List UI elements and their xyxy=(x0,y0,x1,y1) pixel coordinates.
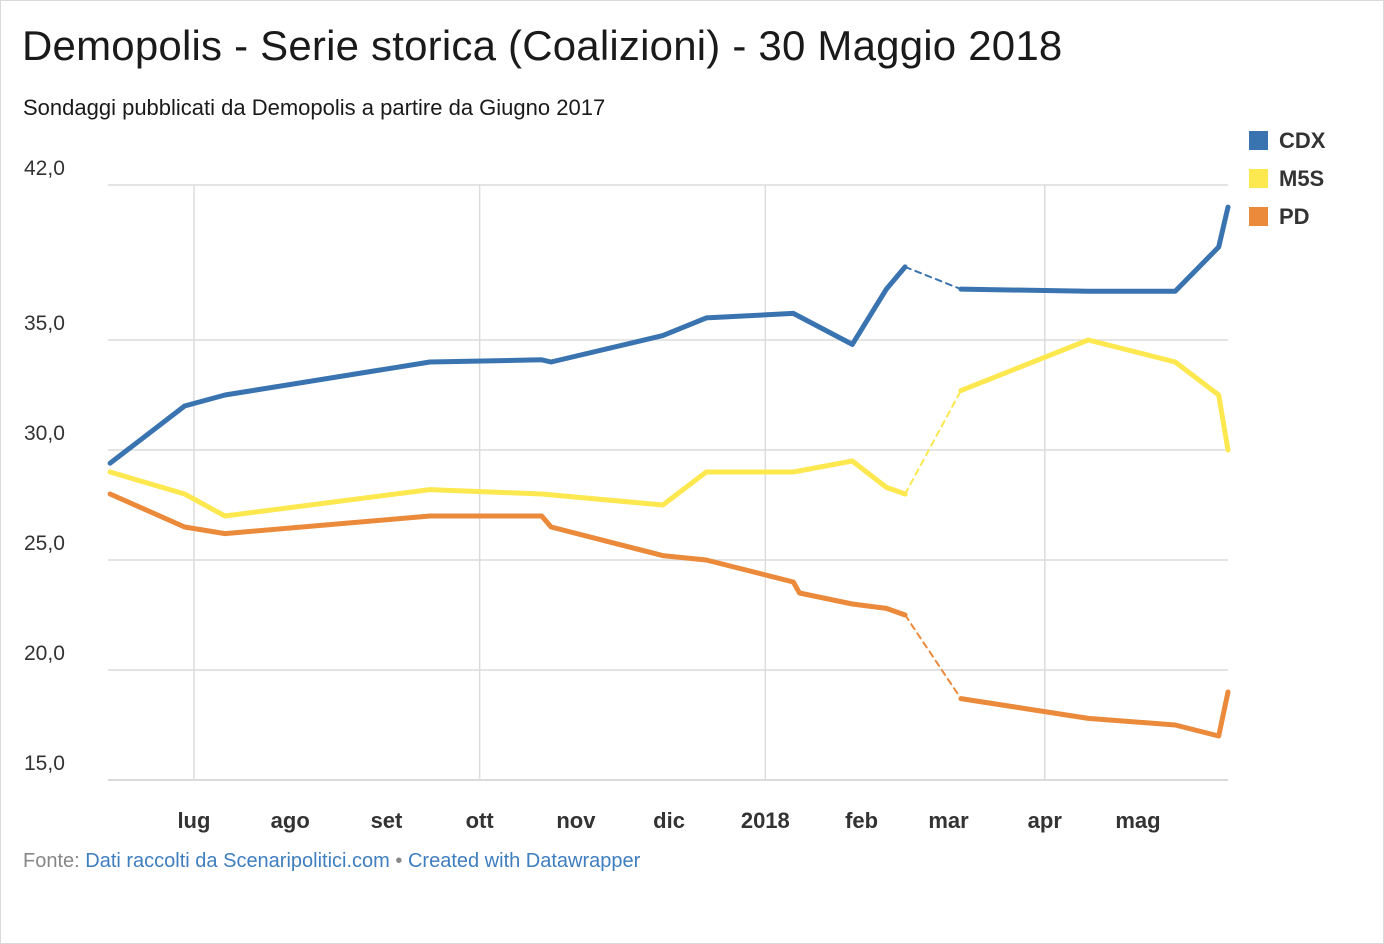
y-tick-label: 15,0 xyxy=(24,752,65,775)
y-tick-label: 42,0 xyxy=(24,157,65,180)
x-tick-label: set xyxy=(371,808,403,833)
series-line-pd-dashed xyxy=(904,614,962,700)
series-line-pd xyxy=(958,689,1231,739)
legend-swatch-cdx xyxy=(1249,131,1268,150)
y-tick-label: 35,0 xyxy=(24,312,65,335)
source-link[interactable]: Dati raccolti da Scenaripolitici.com xyxy=(85,850,390,872)
x-tick-label: lug xyxy=(177,808,210,833)
series-line-m5s-dashed xyxy=(904,389,962,495)
series-line-cdx xyxy=(958,204,1231,294)
x-tick-label: mar xyxy=(928,808,969,833)
series-line-cdx xyxy=(107,264,908,466)
x-tick-label: dic xyxy=(653,808,685,833)
chart-title: Demopolis - Serie storica (Coalizioni) -… xyxy=(22,22,1063,69)
datawrapper-link[interactable]: Created with Datawrapper xyxy=(407,850,641,872)
y-tick-label: 20,0 xyxy=(24,642,65,665)
x-tick-label: ott xyxy=(466,808,495,833)
series-line-m5s xyxy=(107,458,908,519)
x-tick-label: mag xyxy=(1115,808,1160,833)
x-tick-label: apr xyxy=(1028,808,1063,833)
legend-label-pd: PD xyxy=(1279,204,1310,229)
chart-footer: Fonte: Dati raccolti da Scenaripolitici.… xyxy=(23,850,640,873)
series-line-cdx-dashed xyxy=(904,265,962,291)
legend-label-cdx: CDX xyxy=(1279,128,1326,153)
legend-swatch-m5s xyxy=(1249,169,1268,188)
series-m5s xyxy=(107,337,1231,519)
legend-swatch-pd xyxy=(1249,207,1268,226)
x-tick-label: nov xyxy=(556,808,596,833)
x-tick-label: feb xyxy=(845,808,878,833)
chart-subtitle: Sondaggi pubblicati da Demopolis a parti… xyxy=(23,95,606,120)
series-pd xyxy=(107,491,1231,739)
x-tick-label: 2018 xyxy=(741,808,790,833)
footer-separator: • xyxy=(395,850,403,872)
y-tick-label: 30,0 xyxy=(24,422,65,445)
series-line-pd xyxy=(107,491,908,618)
legend-label-m5s: M5S xyxy=(1279,166,1324,191)
x-tick-label: ago xyxy=(271,808,310,833)
series-cdx xyxy=(107,204,1231,466)
y-tick-label: 25,0 xyxy=(24,532,65,555)
footer-prefix: Fonte: xyxy=(23,850,80,872)
series-line-m5s xyxy=(958,337,1231,453)
